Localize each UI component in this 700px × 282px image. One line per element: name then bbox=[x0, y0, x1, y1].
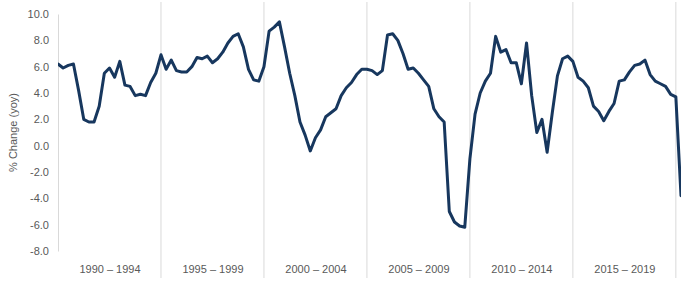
y-tick: 4.0 bbox=[34, 87, 58, 99]
period-separator bbox=[572, 2, 573, 278]
x-tick-label: 1995 – 1999 bbox=[182, 263, 243, 275]
chart: -8.0 -6.0 -4.0 -2.0 0.0 2.0 4.0 6.0 8.0 10.0 % Cha… bbox=[0, 0, 700, 282]
y-tick: -4.0 bbox=[30, 192, 58, 204]
y-tick: 0.0 bbox=[34, 140, 58, 152]
y-tick-label: 2.0 bbox=[34, 113, 49, 125]
y-tick-label: 6.0 bbox=[34, 61, 49, 73]
y-tick: 10.0 bbox=[28, 8, 58, 20]
period-separator bbox=[160, 2, 161, 278]
x-tick: 1990 – 1994 bbox=[79, 263, 140, 275]
period-separators bbox=[161, 2, 676, 278]
x-tick-label: 2010 – 2014 bbox=[491, 263, 552, 275]
plot-area bbox=[58, 22, 681, 227]
y-tick-label: 0.0 bbox=[34, 140, 49, 152]
period-separator bbox=[366, 2, 367, 278]
period-separator bbox=[469, 2, 470, 278]
x-tick: 2015 – 2019 bbox=[594, 263, 655, 275]
y-tick: 6.0 bbox=[34, 61, 58, 73]
period-separator bbox=[675, 2, 676, 278]
y-tick-label: -2.0 bbox=[30, 166, 49, 178]
x-tick: 2005 – 2009 bbox=[388, 263, 449, 275]
y-tick-label: -4.0 bbox=[30, 192, 49, 204]
y-tick: 8.0 bbox=[34, 34, 58, 46]
y-tick: 2.0 bbox=[34, 113, 58, 125]
period-separator bbox=[263, 2, 264, 278]
x-tick: 2010 – 2014 bbox=[491, 263, 552, 275]
y-tick: -2.0 bbox=[30, 166, 58, 178]
x-tick-label: 1990 – 1994 bbox=[79, 263, 140, 275]
x-tick: 2000 – 2004 bbox=[285, 263, 346, 275]
y-tick: -6.0 bbox=[30, 219, 58, 231]
x-tick-label: 2000 – 2004 bbox=[285, 263, 346, 275]
y-axis-title: % Change (yoy) bbox=[7, 93, 19, 172]
y-axis-line bbox=[58, 15, 59, 252]
y-tick-label: 10.0 bbox=[28, 8, 49, 20]
x-tick-label: 2005 – 2009 bbox=[388, 263, 449, 275]
y-axis: -8.0 -6.0 -4.0 -2.0 0.0 2.0 4.0 6.0 8.0 10.0 bbox=[28, 8, 59, 257]
y-tick-label: -8.0 bbox=[30, 245, 49, 257]
y-tick: -8.0 bbox=[30, 245, 58, 257]
x-tick: 1995 – 1999 bbox=[182, 263, 243, 275]
x-axis: 1990 – 1994 1995 – 1999 2000 – 2004 2005 – … bbox=[79, 263, 655, 275]
series-line bbox=[58, 22, 681, 227]
y-tick-label: 4.0 bbox=[34, 87, 49, 99]
y-tick-label: 8.0 bbox=[34, 34, 49, 46]
y-tick-label: -6.0 bbox=[30, 219, 49, 231]
x-tick-label: 2015 – 2019 bbox=[594, 263, 655, 275]
